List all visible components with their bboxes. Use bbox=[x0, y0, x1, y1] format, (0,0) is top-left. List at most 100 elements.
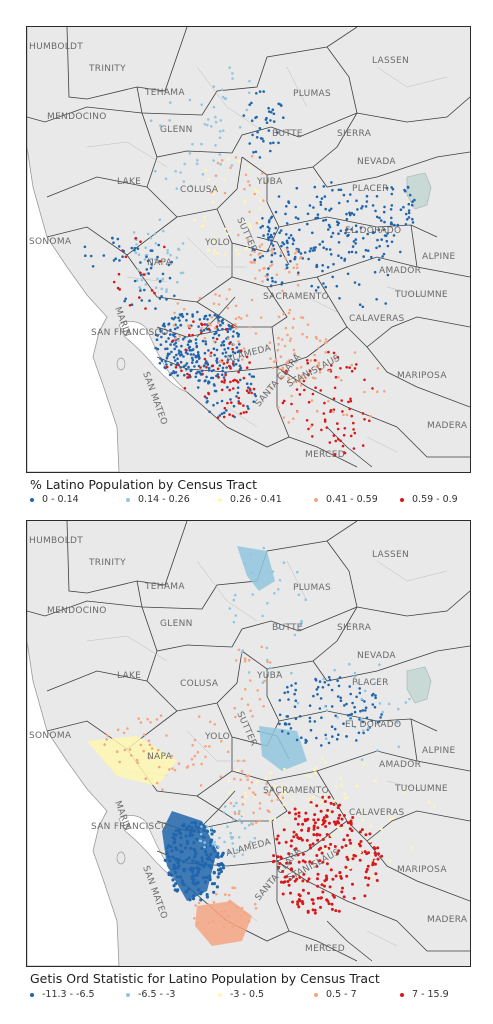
tract-dot bbox=[220, 412, 224, 416]
tract-dot bbox=[321, 838, 325, 841]
tract-dot bbox=[199, 366, 202, 369]
tract-dot bbox=[296, 822, 300, 826]
tract-dot bbox=[321, 686, 325, 689]
tract-dot bbox=[248, 373, 251, 376]
tract-dot bbox=[241, 813, 244, 816]
county-label: MARIPOSA bbox=[397, 865, 447, 875]
tract-dot bbox=[334, 874, 338, 878]
tract-dot bbox=[191, 881, 195, 885]
tract-dot bbox=[216, 373, 220, 376]
tract-dot bbox=[206, 123, 209, 127]
tract-dot bbox=[360, 828, 364, 832]
tract-dot bbox=[212, 105, 216, 109]
tract-dot bbox=[331, 893, 335, 897]
tract-dot bbox=[258, 90, 262, 93]
tract-dot bbox=[160, 359, 164, 363]
tract-dot bbox=[251, 133, 254, 137]
tract-dot bbox=[156, 259, 159, 262]
tract-dot bbox=[237, 836, 241, 839]
tract-dot bbox=[207, 178, 210, 181]
tract-dot bbox=[263, 181, 266, 185]
tract-dot bbox=[197, 888, 201, 892]
tract-dot bbox=[135, 279, 139, 282]
tract-dot bbox=[387, 702, 391, 706]
tract-dot bbox=[246, 238, 250, 242]
tract-dot bbox=[185, 839, 189, 843]
tract-dot bbox=[287, 811, 291, 815]
tract-dot bbox=[213, 313, 217, 317]
tract-dot bbox=[353, 431, 357, 435]
tract-dot bbox=[329, 409, 333, 412]
tract-dot bbox=[117, 272, 121, 276]
tract-dot bbox=[344, 865, 348, 869]
county-border bbox=[288, 436, 358, 468]
tract-dot bbox=[376, 857, 380, 861]
tract-dot bbox=[147, 272, 150, 275]
tract-dot bbox=[221, 129, 225, 132]
tract-dot bbox=[287, 852, 291, 856]
tract-dot bbox=[238, 809, 241, 813]
tract-dot bbox=[224, 893, 227, 896]
tract-dot bbox=[330, 810, 334, 814]
tract-dot bbox=[267, 229, 271, 233]
tract-dot bbox=[204, 340, 207, 343]
tract-dot bbox=[128, 748, 132, 751]
tract-dot bbox=[334, 821, 338, 825]
tract-dot bbox=[194, 852, 198, 856]
tract-dot bbox=[165, 298, 168, 301]
tract-dot bbox=[212, 882, 217, 886]
tract-dot bbox=[408, 697, 411, 701]
island bbox=[116, 357, 126, 371]
tract-dot bbox=[280, 244, 283, 248]
tract-dot bbox=[211, 846, 216, 850]
tract-dot bbox=[348, 685, 352, 688]
tract-dot bbox=[300, 384, 303, 387]
tract-dot bbox=[295, 388, 299, 391]
tract-dot bbox=[169, 101, 172, 104]
tract-dot bbox=[194, 822, 198, 826]
tract-dot bbox=[336, 437, 340, 441]
tract-dot bbox=[281, 870, 285, 873]
tract-dot bbox=[227, 919, 230, 923]
county-label: AMADOR bbox=[379, 760, 421, 770]
county-border bbox=[231, 256, 418, 288]
tract-dot bbox=[364, 876, 368, 880]
tract-dot bbox=[223, 227, 227, 231]
tract-dot bbox=[323, 845, 327, 848]
tract-dot bbox=[358, 830, 362, 834]
tract-dot bbox=[321, 269, 324, 273]
tract-dot bbox=[258, 802, 262, 805]
tract-dot bbox=[150, 289, 154, 292]
tract-dot bbox=[215, 315, 219, 318]
tract-dot bbox=[228, 899, 232, 903]
tract-dot bbox=[235, 769, 239, 772]
tract-dot bbox=[170, 350, 173, 354]
tract-dot bbox=[158, 260, 162, 263]
tract-dot bbox=[192, 353, 195, 356]
tract-dot bbox=[312, 827, 316, 831]
tract-dot bbox=[220, 739, 223, 743]
tract-dot bbox=[159, 330, 162, 333]
tract-dot bbox=[292, 835, 296, 839]
tract-dot bbox=[300, 828, 304, 832]
tract-dot bbox=[294, 216, 298, 219]
tract-dot bbox=[363, 378, 366, 382]
tract-dot bbox=[215, 325, 219, 328]
tract-dot bbox=[317, 286, 320, 289]
tract-dot bbox=[294, 682, 298, 685]
county-label: PLUMAS bbox=[293, 89, 331, 99]
county-label: TRINITY bbox=[88, 64, 126, 74]
tract-dot bbox=[209, 324, 212, 327]
legend-label: 0 - 0.14 bbox=[42, 494, 79, 505]
tract-dot bbox=[222, 362, 226, 365]
tract-dot bbox=[299, 252, 303, 255]
tract-dot bbox=[170, 754, 174, 758]
tract-dot bbox=[331, 877, 335, 881]
tract-dot bbox=[200, 103, 203, 106]
county-label: SAN MATEO bbox=[140, 371, 168, 427]
tract-dot bbox=[356, 681, 360, 685]
tract-dot bbox=[198, 296, 202, 300]
tract-dot bbox=[227, 779, 231, 783]
county-label: SIERRA bbox=[337, 623, 372, 633]
tract-dot bbox=[270, 253, 274, 257]
